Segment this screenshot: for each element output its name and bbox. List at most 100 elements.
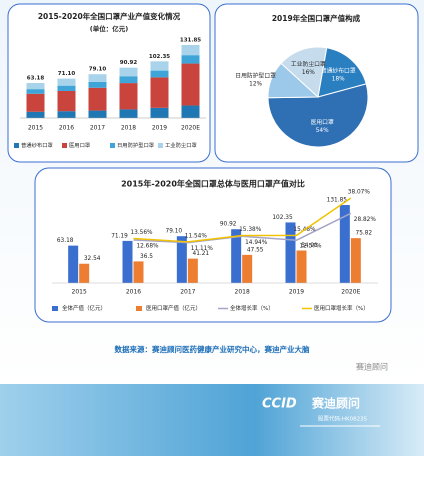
x-tick-label: 2019 xyxy=(152,125,167,132)
legend-swatch xyxy=(62,143,67,148)
bar-segment xyxy=(57,78,76,86)
pie-value-label: 18% xyxy=(332,76,345,82)
value-label: 11.11% xyxy=(191,246,214,252)
bar-segment xyxy=(26,89,45,94)
pie-label: 工业防尘口罩 xyxy=(291,60,326,68)
bar-segment xyxy=(88,110,107,118)
chart-title: 2019年全国口罩产值构成 xyxy=(272,13,361,23)
panel xyxy=(34,167,392,323)
legend-swatch xyxy=(110,143,115,148)
value-label: 75.82 xyxy=(356,231,373,237)
value-label: 63.18 xyxy=(57,238,74,244)
x-tick-label: 2020E xyxy=(181,125,200,132)
total-label: 131.85 xyxy=(180,38,201,44)
value-label: 131.85 xyxy=(327,198,348,204)
bar-segment xyxy=(181,55,200,64)
bar xyxy=(133,261,144,283)
bar-segment xyxy=(119,67,138,77)
x-tick-label: 2016 xyxy=(126,289,141,296)
x-tick-label: 2020E xyxy=(341,289,360,296)
value-label: 11.54% xyxy=(185,233,208,239)
pie-slice xyxy=(267,83,369,148)
value-label: 54.91 xyxy=(301,243,318,249)
total-label: 90.92 xyxy=(120,60,138,66)
x-tick-label: 2019 xyxy=(289,289,304,296)
bar-segment xyxy=(26,93,45,112)
value-label: 12.68% xyxy=(136,244,159,250)
bar-segment xyxy=(26,83,45,90)
pie-slice xyxy=(280,46,328,98)
value-label: 28.82% xyxy=(354,217,377,223)
chart-title: 2015年-2020年全国口罩总体与医用口罩产值对比 xyxy=(121,179,305,189)
bar xyxy=(187,258,198,283)
banner-stock: 股票代码:HK08235 xyxy=(318,415,368,423)
bar-segment xyxy=(150,61,169,71)
legend-label: 医用口罩产值（亿元） xyxy=(146,304,201,312)
bar-segment xyxy=(150,107,169,118)
pie-slice xyxy=(317,47,367,98)
legend-swatch xyxy=(158,143,163,148)
bar xyxy=(176,236,187,283)
bar-segment xyxy=(181,105,200,118)
legend-swatch xyxy=(136,306,142,311)
bar xyxy=(122,240,133,283)
bar-segment xyxy=(181,63,200,106)
watermark: 赛迪顾问 xyxy=(356,362,388,372)
pie-label: 普通纱布口罩 xyxy=(321,66,356,74)
bar-segment xyxy=(88,87,107,111)
value-label: 12.57% xyxy=(299,244,322,250)
value-label: 32.54 xyxy=(84,256,101,262)
banner-logo: CCID xyxy=(262,397,297,412)
x-tick-label: 2017 xyxy=(90,125,105,132)
bar-segment xyxy=(119,109,138,118)
legend-label: 日用防护型口罩 xyxy=(117,141,154,149)
legend-label: 工业防尘口罩 xyxy=(165,141,197,149)
bar xyxy=(350,238,361,283)
bar-segment xyxy=(150,70,169,78)
legend-swatch xyxy=(52,306,58,311)
legend-swatch xyxy=(14,143,19,148)
legend-label: 普通纱布口罩 xyxy=(21,141,53,149)
legend-label: 全体产值（亿元） xyxy=(62,304,106,312)
legend-label: 医用口罩 xyxy=(69,142,90,149)
total-label: 102.35 xyxy=(149,54,170,60)
x-tick-label: 2016 xyxy=(59,125,74,132)
bar-segment xyxy=(57,90,76,112)
bar-segment xyxy=(119,76,138,84)
x-tick-label: 2018 xyxy=(235,289,250,296)
value-label: 90.92 xyxy=(220,222,237,228)
value-label: 41.21 xyxy=(193,251,210,257)
value-label: 71.19 xyxy=(111,233,128,239)
value-label: 36.5 xyxy=(140,254,153,260)
value-label: 47.55 xyxy=(247,247,264,253)
total-label: 71.10 xyxy=(58,71,76,77)
bar-segment xyxy=(57,111,76,118)
pie-value-label: 54% xyxy=(316,128,329,134)
bar-segment xyxy=(119,83,138,110)
bar-segment xyxy=(150,77,169,108)
pie-value-label: 16% xyxy=(302,70,315,76)
bar-segment xyxy=(26,111,45,118)
bar xyxy=(79,263,90,283)
banner xyxy=(0,384,424,456)
value-label: 79.10 xyxy=(166,229,183,235)
value-label: 13.56% xyxy=(130,230,153,236)
value-label: 14.94% xyxy=(245,240,268,246)
bar xyxy=(285,222,296,283)
chart-title: 2015-2020年全国口罩产业产值变化情况 xyxy=(38,11,181,21)
bar xyxy=(242,254,253,283)
value-label: 102.35 xyxy=(272,215,293,221)
bar xyxy=(68,245,79,283)
bar xyxy=(296,250,307,283)
bar-segment xyxy=(57,85,76,91)
bar-segment xyxy=(181,45,200,56)
pie-label: 医用口罩 xyxy=(311,119,334,126)
x-tick-label: 2015 xyxy=(72,289,87,296)
panel xyxy=(7,3,211,163)
legend-label: 全体增长率（%） xyxy=(230,304,274,312)
banner-name: 赛迪顾问 xyxy=(311,396,360,411)
total-label: 63.18 xyxy=(27,76,45,82)
bar xyxy=(231,229,242,283)
